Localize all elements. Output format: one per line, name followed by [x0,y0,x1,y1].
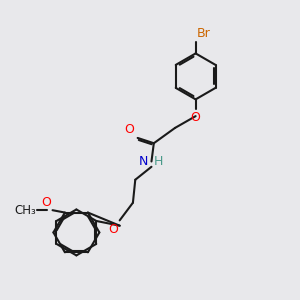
Text: CH₃: CH₃ [14,204,36,217]
Text: O: O [124,124,134,136]
Text: O: O [191,111,201,124]
Text: H: H [154,155,163,168]
Text: O: O [41,196,51,209]
Text: Br: Br [197,27,211,40]
Text: O: O [108,223,118,236]
Text: N: N [139,155,148,168]
